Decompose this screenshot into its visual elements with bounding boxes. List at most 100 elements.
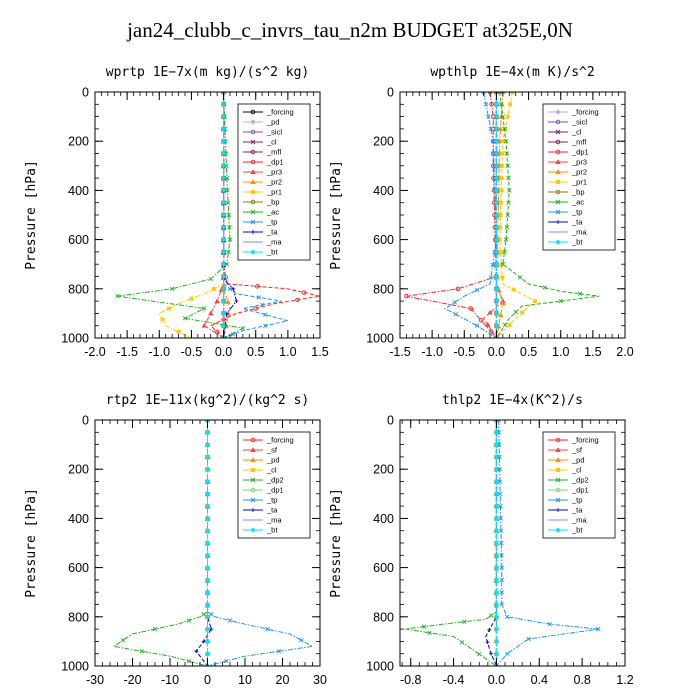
chart-2-legend-label: _pr1 xyxy=(571,178,587,187)
chart-3-legend: _forcing_sf_pd_cl_dp2_dp1_tp_ta_ma_bt xyxy=(237,431,311,539)
chart-1-series-pr1 xyxy=(158,92,226,338)
chart-4-ytick-label: 800 xyxy=(373,610,394,624)
chart-3-legend-marker xyxy=(250,447,256,453)
chart-2-series-ac-point xyxy=(504,151,510,156)
chart-1-legend-entry-forcing: _forcing xyxy=(243,108,294,117)
chart-1-legend-entry-ma: _ma xyxy=(243,238,282,247)
chart-2-series-tp-point xyxy=(481,92,486,95)
chart-2-series-pr3-point xyxy=(485,322,491,327)
chart-2-series-pr1-point xyxy=(500,151,505,156)
chart-3-plot-area xyxy=(112,420,315,666)
chart-1-plot-area xyxy=(115,92,320,338)
chart-2-series-tp-point xyxy=(452,300,457,305)
chart-3-xtick-label: -10 xyxy=(161,673,179,687)
chart-1-series-bt-point xyxy=(221,126,227,132)
chart-1-series-bt-point xyxy=(221,138,227,144)
chart-1-legend-entry-pr3: _pr3 xyxy=(243,168,282,177)
chart-4-legend-marker xyxy=(555,447,561,453)
chart-2-legend-marker xyxy=(555,129,561,135)
chart-1-series-ac-point xyxy=(182,316,188,321)
chart-3-series-bt-point xyxy=(204,565,211,571)
chart-4-series-tp-point xyxy=(499,589,505,595)
chart-1-legend-entry-tp: _tp xyxy=(243,218,277,227)
chart-4-legend-marker xyxy=(555,437,561,443)
chart-2-series-ac-line xyxy=(496,92,600,338)
chart-3-xtick-label: 10 xyxy=(238,673,252,687)
chart-4-legend-label: _sf xyxy=(571,446,583,455)
chart-2-legend-marker xyxy=(555,149,561,155)
chart-2-series-bt-point xyxy=(493,273,499,280)
chart-2-series-ac-point xyxy=(505,212,510,218)
chart-2-series-pr1 xyxy=(494,92,537,338)
chart-2-series-ac-point xyxy=(500,261,506,267)
chart-1-legend-marker xyxy=(250,119,256,125)
chart-1-series-bt-point xyxy=(221,249,227,255)
chart-2-legend-label: _bt xyxy=(571,238,583,247)
chart-2-series-pr1-point xyxy=(511,287,516,292)
chart-3-xtick-label: 0 xyxy=(204,673,211,687)
chart-2-legend-label: _cl xyxy=(571,128,582,137)
chart-3-legend-label: _sf xyxy=(266,446,278,455)
chart-2-series-bt-point xyxy=(493,286,499,292)
chart-2-legend-entry-forcing: _forcing xyxy=(548,108,599,117)
chart-2-series-ac-point xyxy=(499,102,504,107)
chart-2-legend-box xyxy=(542,103,616,251)
chart-1-series-pr2-point xyxy=(225,299,231,304)
chart-4-series-tp-point xyxy=(595,626,601,632)
chart-2-series-ac-point xyxy=(503,138,509,144)
chart-2-series-bt-point xyxy=(493,114,499,120)
chart-2-series-ac-point xyxy=(517,275,523,280)
chart-1-legend-label: _bp xyxy=(266,198,280,207)
chart-4-series-bt-point xyxy=(493,442,499,448)
chart-2-series-bt-point xyxy=(493,101,499,107)
chart-2-legend-marker xyxy=(555,159,561,165)
chart-1-legend-label: _mfl xyxy=(266,148,282,157)
figure-title: jan24_clubb_c_invrs_tau_n2m BUDGET at325… xyxy=(126,18,573,42)
chart-4-legend-marker xyxy=(556,508,560,512)
chart-1-series-bt-point xyxy=(221,101,227,107)
chart-2-legend: _forcing_sicl_cl_mfl_dp1_pr3_pr2_pr1_bp_… xyxy=(542,103,616,251)
chart-2-legend-label: _sicl xyxy=(571,118,587,127)
chart-2-series-pr3-point xyxy=(487,309,493,315)
chart-2-series-pr2-point xyxy=(500,300,506,306)
chart-3-legend-entry-pd: _pd xyxy=(243,456,280,465)
chart-1-legend-entry-dp1: _dp1 xyxy=(243,158,284,167)
chart-3-legend-entry-tp: _tp xyxy=(243,496,277,505)
chart-2-xtick-label: 1.5 xyxy=(584,345,601,359)
chart-1-legend-label: _forcing xyxy=(266,108,294,117)
chart-3-series-dp2-point xyxy=(152,626,158,632)
chart-4-series-tp-point xyxy=(497,491,503,497)
chart-1-series-ac-point xyxy=(208,276,213,282)
chart-3-xtick-label: -20 xyxy=(123,673,141,687)
chart-3-ytick-label: 600 xyxy=(68,561,89,575)
chart-1-series-pr1-point xyxy=(166,306,171,311)
chart-1-series-dp1-point xyxy=(301,290,307,295)
chart-2-series-bt-point xyxy=(493,261,499,267)
chart-4-series-tp-point xyxy=(504,614,510,620)
chart-3-series-ta xyxy=(194,420,214,666)
chart-4-series-bt-point xyxy=(493,491,499,497)
chart-2-legend-marker xyxy=(555,189,561,195)
chart-1-xtick-label: 1.0 xyxy=(279,345,296,359)
chart-1-xtick-label: -2.0 xyxy=(84,345,106,359)
chart-4-ytick-label: 400 xyxy=(373,512,394,526)
chart-4-series-bt-point xyxy=(493,528,499,534)
chart-3-xtick-label: -30 xyxy=(86,673,104,687)
chart-3-series-ta-point xyxy=(194,649,199,654)
chart-4-series-tp-point xyxy=(499,565,505,570)
chart-3-series-bt-point xyxy=(204,577,211,583)
chart-2-series-ac-point xyxy=(502,126,507,132)
chart-4-series-dp2-line xyxy=(405,420,497,666)
chart-2-series-ac-point xyxy=(542,285,547,290)
chart-2-plot-area xyxy=(404,92,600,338)
chart-4-legend-marker xyxy=(555,527,561,533)
chart-2-series-ac-point xyxy=(506,175,511,181)
chart-1-series-ta-point xyxy=(234,299,239,303)
chart-1-legend-entry-mfl: _mfl xyxy=(243,148,282,157)
chart-4-xtick-label: 0.0 xyxy=(488,673,505,687)
chart-4-legend-label: _ma xyxy=(571,516,587,525)
chart-1-ylabel: Pressure [hPa] xyxy=(24,160,39,270)
chart-4-legend-marker xyxy=(555,487,561,493)
